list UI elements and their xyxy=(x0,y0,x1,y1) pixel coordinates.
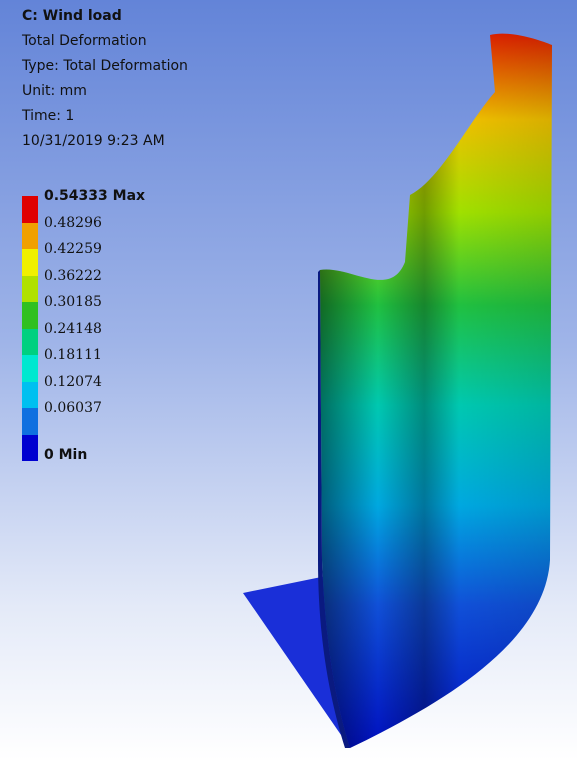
legend-label: 0 Min xyxy=(44,447,88,463)
legend-swatch xyxy=(22,222,38,249)
legend-swatch xyxy=(22,355,38,382)
legend-label: 0.54333 Max xyxy=(44,188,146,204)
legend-label: 0.30185 xyxy=(44,294,102,310)
legend-label: 0.42259 xyxy=(44,241,102,257)
legend-label: 0.36222 xyxy=(44,267,102,284)
wall-shading xyxy=(320,33,552,749)
legend-label: 0.12074 xyxy=(44,373,102,390)
legend-swatch xyxy=(22,275,38,302)
header-line: Type: Total Deformation xyxy=(22,58,188,74)
legend-label: 0.48296 xyxy=(44,214,102,231)
header-line: Time: 1 xyxy=(22,108,75,124)
legend-label: 0.24148 xyxy=(44,320,102,337)
legend-swatch xyxy=(22,408,38,435)
legend-swatch xyxy=(22,328,38,355)
legend-label: 0.06037 xyxy=(44,400,102,416)
legend-label: 0.18111 xyxy=(44,347,102,363)
legend-swatch xyxy=(22,249,38,276)
header-line: Total Deformation xyxy=(22,33,147,49)
legend-swatch xyxy=(22,302,38,329)
header-line: C: Wind load xyxy=(22,8,122,24)
wall-edge xyxy=(318,270,350,748)
header-line: 10/31/2019 9:23 AM xyxy=(22,133,165,149)
legend-swatch xyxy=(22,196,38,223)
legend-swatch xyxy=(22,381,38,408)
header-line: Unit: mm xyxy=(22,83,87,99)
legend-swatch xyxy=(22,434,38,461)
